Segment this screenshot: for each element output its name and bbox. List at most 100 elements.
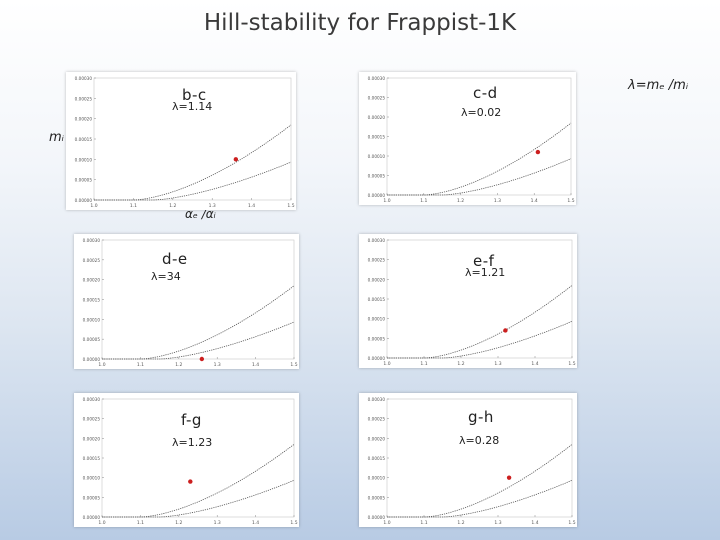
- planet-pair-point: [503, 328, 508, 333]
- steep-boundary-curve: [387, 285, 573, 359]
- chart-panel-c-d: 0.00030 0.00025 0.00020 0.00015 0.00010 0.000…: [359, 72, 576, 205]
- chart-panel-g-h: 0.00030 0.00025 0.00020 0.00015 0.00010 0.000…: [359, 393, 577, 527]
- y-tick-label: 0.00000: [368, 515, 386, 520]
- x-tick-label: 1.3: [494, 198, 501, 204]
- chart-svg: 0.00030 0.00025 0.00020 0.00015 0.00010 0.000…: [75, 76, 295, 209]
- pair-label-b-c: b-c: [182, 86, 207, 104]
- x-tick-label: 1.2: [175, 362, 182, 368]
- y-tick-label: 0.00030: [83, 397, 101, 402]
- lambda-label-f-g: λ=1.23: [172, 436, 213, 449]
- shallow-boundary-curve: [102, 321, 295, 360]
- y-tick-label: 0.00020: [75, 117, 93, 122]
- x-tick-label: 1.0: [90, 203, 97, 209]
- y-tick-label: 0.00015: [83, 298, 101, 303]
- chart-panel-b-c: 0.00030 0.00025 0.00020 0.00015 0.00010 0.000…: [66, 72, 296, 210]
- x-tick-label: 1.5: [568, 361, 575, 367]
- y-tick-label: 0.00000: [75, 198, 93, 203]
- y-tick-label: 0.00030: [83, 238, 101, 243]
- y-tick-label: 0.00030: [368, 238, 386, 243]
- x-tick-label: 1.5: [567, 198, 574, 204]
- lambda-label-d-e: λ=34: [151, 270, 181, 283]
- y-tick-label: 0.00020: [368, 115, 386, 120]
- y-tick-label: 0.00010: [368, 476, 386, 481]
- pair-label-e-f: e-f: [473, 252, 495, 270]
- y-tick-label: 0.00005: [368, 495, 386, 500]
- plot-frame: [101, 239, 295, 360]
- chart-panel-f-g: 0.00030 0.00025 0.00020 0.00015 0.00010 0.000…: [74, 393, 299, 527]
- x-tick-label: 1.1: [420, 361, 427, 367]
- y-tick-label: 0.00015: [83, 456, 101, 461]
- steep-boundary-curve: [102, 444, 295, 518]
- chart-panel-e-f: 0.00030 0.00025 0.00020 0.00015 0.00010 0.000…: [359, 234, 577, 368]
- y-tick-label: 0.00020: [83, 278, 101, 283]
- x-tick-label: 1.0: [383, 520, 390, 526]
- x-tick-label: 1.2: [175, 520, 182, 526]
- x-tick-label: 1.5: [290, 520, 297, 526]
- steep-boundary-curve: [387, 444, 573, 518]
- lambda-label-b-c: λ=1.14: [172, 100, 213, 113]
- y-tick-label: 0.00025: [75, 96, 93, 101]
- y-tick-label: 0.00015: [368, 135, 386, 140]
- x-tick-label: 1.3: [494, 361, 501, 367]
- x-tick-label: 1.4: [252, 520, 259, 526]
- x-tick-label: 1.2: [457, 520, 464, 526]
- y-tick-label: 0.00010: [75, 157, 93, 162]
- x-tick-label: 1.2: [457, 361, 464, 367]
- x-tick-label: 1.4: [248, 203, 255, 209]
- x-tick-label: 1.1: [130, 203, 137, 209]
- chart-panel-d-e: 0.00030 0.00025 0.00020 0.00015 0.00010 0.000…: [74, 234, 299, 369]
- y-tick-label: 0.00000: [83, 357, 101, 362]
- x-tick-label: 1.2: [457, 198, 464, 204]
- lambda-label-g-h: λ=0.28: [459, 434, 500, 447]
- y-tick-label: 0.00020: [368, 277, 386, 282]
- x-tick-label: 1.3: [214, 362, 221, 368]
- lambda-label-c-d: λ=0.02: [461, 106, 502, 119]
- x-tick-label: 1.0: [383, 198, 390, 204]
- chart-svg: 0.00030 0.00025 0.00020 0.00015 0.00010 0.000…: [368, 397, 576, 526]
- y-tick-label: 0.00025: [368, 96, 386, 101]
- y-tick-label: 0.00025: [368, 258, 386, 263]
- planet-pair-point: [535, 149, 541, 155]
- y-tick-label: 0.00015: [368, 456, 386, 461]
- planet-pair-point: [199, 356, 205, 362]
- x-tick-label: 1.1: [137, 362, 144, 368]
- shallow-boundary-curve: [102, 479, 295, 518]
- shallow-boundary-curve: [387, 320, 573, 359]
- y-tick-label: 0.00030: [368, 76, 386, 81]
- y-tick-label: 0.00015: [75, 137, 93, 142]
- y-tick-label: 0.00010: [83, 317, 101, 322]
- y-tick-label: 0.00010: [368, 154, 386, 159]
- lambda-label-e-f: λ=1.21: [465, 266, 506, 279]
- pair-label-d-e: d-e: [162, 250, 188, 268]
- x-tick-label: 1.1: [420, 198, 427, 204]
- x-tick-label: 1.1: [137, 520, 144, 526]
- x-tick-label: 1.5: [287, 203, 294, 209]
- y-tick-label: 0.00000: [368, 356, 386, 361]
- y-tick-label: 0.00025: [83, 417, 101, 422]
- x-tick-label: 1.2: [169, 203, 176, 209]
- pair-label-f-g: f-g: [181, 411, 202, 429]
- pair-label-g-h: g-h: [468, 408, 494, 426]
- steep-boundary-curve: [102, 285, 295, 360]
- x-axis-label: αₑ /αᵢ: [185, 207, 216, 221]
- y-tick-label: 0.00005: [75, 178, 93, 183]
- shallow-boundary-curve: [387, 158, 572, 196]
- y-tick-label: 0.00005: [368, 174, 386, 179]
- x-tick-label: 1.0: [98, 362, 105, 368]
- x-tick-label: 1.4: [531, 361, 538, 367]
- x-tick-label: 1.0: [98, 520, 105, 526]
- y-tick-label: 0.00005: [83, 495, 101, 500]
- y-tick-label: 0.00030: [75, 76, 93, 81]
- y-tick-label: 0.00020: [83, 436, 101, 441]
- planet-pair-point: [506, 475, 512, 480]
- lambda-definition: λ=mₑ /mᵢ: [628, 78, 689, 93]
- y-tick-label: 0.00010: [83, 476, 101, 481]
- y-tick-label: 0.00005: [83, 337, 101, 342]
- y-tick-label: 0.00030: [368, 397, 386, 402]
- x-tick-label: 1.5: [290, 362, 297, 368]
- x-tick-label: 1.4: [531, 520, 538, 526]
- steep-boundary-curve: [94, 124, 292, 201]
- x-tick-label: 1.4: [252, 362, 259, 368]
- chart-svg: 0.00030 0.00025 0.00020 0.00015 0.00010 0.000…: [83, 397, 298, 526]
- x-tick-label: 1.4: [531, 198, 538, 204]
